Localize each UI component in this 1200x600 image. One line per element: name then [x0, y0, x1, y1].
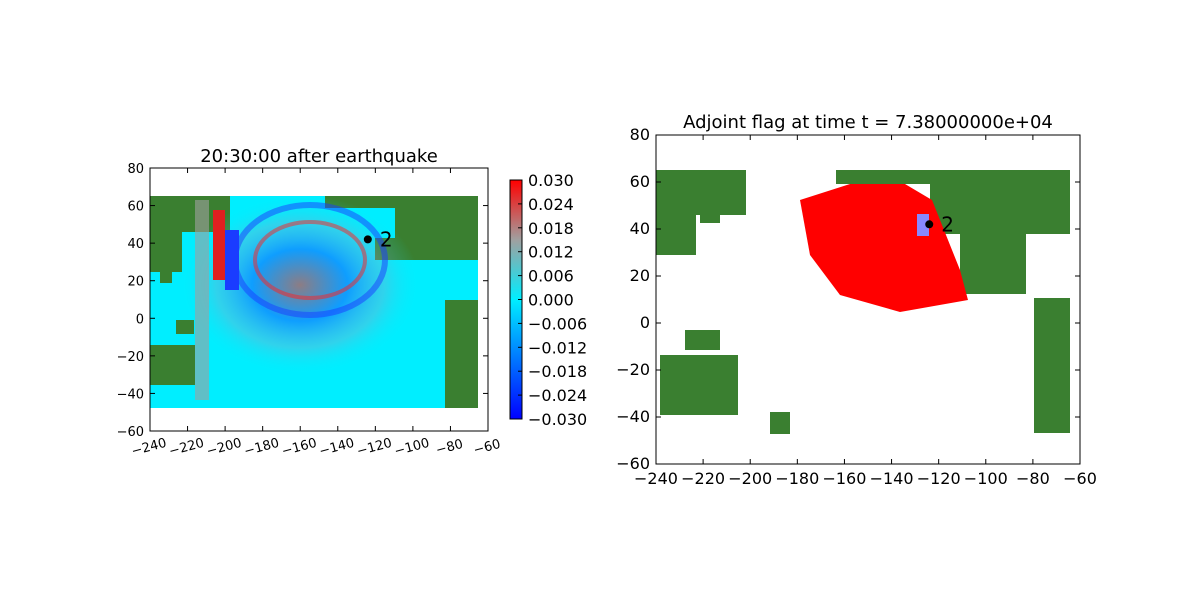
y-tick-label: −40 [616, 407, 650, 426]
left-axes-frame [149, 167, 489, 432]
right-source-cell [917, 214, 929, 236]
x-tick-label: −200 [205, 436, 243, 460]
colorbar-tick-label: 0.024 [528, 195, 574, 214]
y-tick-label: 40 [630, 219, 650, 238]
right-heatmap [656, 170, 1070, 434]
colorbar-tick-label: 0.018 [528, 219, 574, 238]
y-tick-label: −20 [117, 350, 144, 365]
right-chart: Adjoint flag at time t = 7.38000000e+04 … [616, 112, 1097, 488]
x-tick-label: −80 [1016, 469, 1050, 488]
left-land-samerica [445, 300, 478, 408]
right-land-newguinea [685, 330, 720, 350]
x-tick-label: −100 [964, 469, 1008, 488]
x-tick-label: −180 [775, 469, 819, 488]
x-tick-label: −80 [434, 437, 464, 459]
left-wave-front-red [213, 210, 225, 280]
right-y-ticks: 80 60 40 20 0 −20 −40 −60 [616, 125, 1080, 473]
y-tick-label: −60 [117, 425, 144, 440]
x-tick-label: −220 [681, 469, 725, 488]
right-axes-frame [655, 134, 1081, 465]
y-tick-label: 60 [127, 200, 144, 215]
left-wave-ring-inner [253, 220, 367, 300]
right-land-namerica-south [960, 234, 1026, 294]
left-wave-front-blue [225, 230, 239, 290]
y-tick-label: −60 [616, 454, 650, 473]
x-tick-label: −220 [167, 436, 205, 460]
colorbar-tick-label: −0.006 [528, 314, 587, 333]
x-tick-label: −140 [318, 436, 356, 460]
right-land-newzealand [770, 412, 790, 434]
colorbar-tick-label: 0.012 [528, 243, 574, 262]
colorbar-tick-label: 0.030 [528, 171, 574, 190]
y-tick-label: 40 [127, 237, 144, 252]
y-tick-label: 20 [630, 266, 650, 285]
colorbar-tick-label: −0.030 [528, 410, 587, 429]
left-chart: 20:30:00 after earthquake −240 −220 −200 −1… [117, 146, 503, 459]
y-tick-label: −40 [117, 387, 144, 402]
left-land-newguinea [176, 320, 194, 334]
left-heatmap [150, 195, 478, 408]
right-land-australia [660, 355, 738, 415]
x-tick-label: −180 [243, 436, 281, 460]
y-tick-label: 80 [127, 162, 144, 177]
colorbar-tick-label: −0.018 [528, 362, 587, 381]
x-tick-label: −200 [728, 469, 772, 488]
left-gauge-marker [363, 235, 372, 244]
left-land-north [325, 196, 478, 208]
x-tick-label: −160 [822, 469, 866, 488]
right-title: Adjoint flag at time t = 7.38000000e+04 [683, 112, 1053, 133]
y-tick-label: 0 [640, 313, 650, 332]
colorbar-tick-label: −0.012 [528, 338, 587, 357]
colorbar-tick-label: −0.024 [528, 386, 587, 405]
left-land-namerica [395, 208, 478, 238]
right-land-namerica [930, 184, 1070, 234]
colorbar-tick-label: 0.006 [528, 267, 574, 286]
right-gauge-marker [925, 220, 934, 229]
x-tick-label: −60 [472, 437, 502, 459]
right-land-north [836, 170, 1070, 184]
x-tick-label: −120 [917, 469, 961, 488]
x-tick-label: −60 [1063, 469, 1097, 488]
left-land-australia [150, 345, 195, 385]
y-tick-label: 0 [136, 312, 144, 327]
y-tick-label: 20 [127, 275, 144, 290]
x-tick-label: −140 [870, 469, 914, 488]
colorbar-gradient [510, 180, 522, 419]
right-land-asia-coast [656, 215, 696, 255]
left-y-ticks: 80 60 40 20 0 −20 −40 −60 [117, 162, 488, 440]
left-wave-trail [195, 200, 209, 400]
left-land-island [160, 265, 172, 283]
colorbar: 0.030 0.024 0.018 0.012 0.006 0.000 −0.006 −0.0… [509, 171, 587, 429]
colorbar-ticks: 0.030 0.024 0.018 0.012 0.006 0.000 −0.006 −0.0… [518, 171, 587, 429]
y-tick-label: 60 [630, 172, 650, 191]
x-tick-label: −120 [355, 436, 393, 460]
right-land-samerica [1034, 298, 1070, 433]
x-tick-label: −100 [393, 436, 431, 460]
x-tick-label: −160 [280, 436, 318, 460]
x-tick-label: −240 [634, 469, 678, 488]
right-x-ticks: −240 −220 −200 −180 −160 −140 −120 −100 −80 −60 [634, 135, 1097, 488]
right-land-japan [700, 195, 720, 223]
right-gauge-label: 2 [941, 212, 954, 236]
left-gauge-label: 2 [380, 227, 393, 251]
colorbar-tick-label: 0.000 [528, 291, 574, 310]
left-title: 20:30:00 after earthquake [200, 146, 438, 167]
y-tick-label: −20 [616, 360, 650, 379]
y-tick-label: 80 [630, 125, 650, 144]
